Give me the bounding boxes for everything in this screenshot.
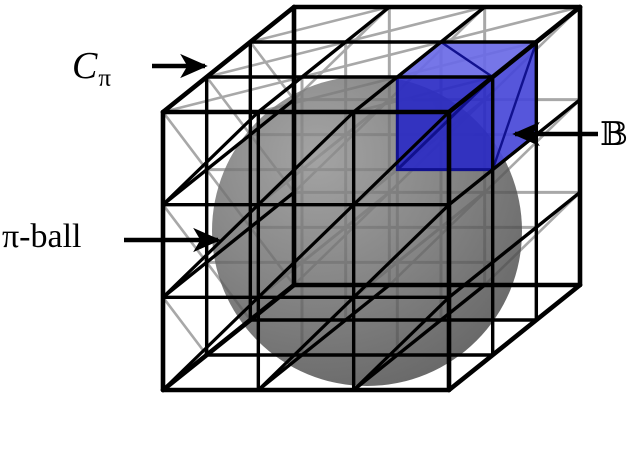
label-blackboard-b: 𝔹 [600, 117, 628, 153]
label-c-pi-subscript: π [98, 65, 111, 93]
annotation-arrows [124, 53, 598, 253]
cube-outer-edges [160, 4, 583, 393]
cube-front-grid [161, 5, 582, 392]
label-pi-ball: π-ball [2, 218, 82, 255]
label-c-pi: Cπ [72, 47, 111, 91]
label-c-pi-base: C [72, 45, 98, 87]
